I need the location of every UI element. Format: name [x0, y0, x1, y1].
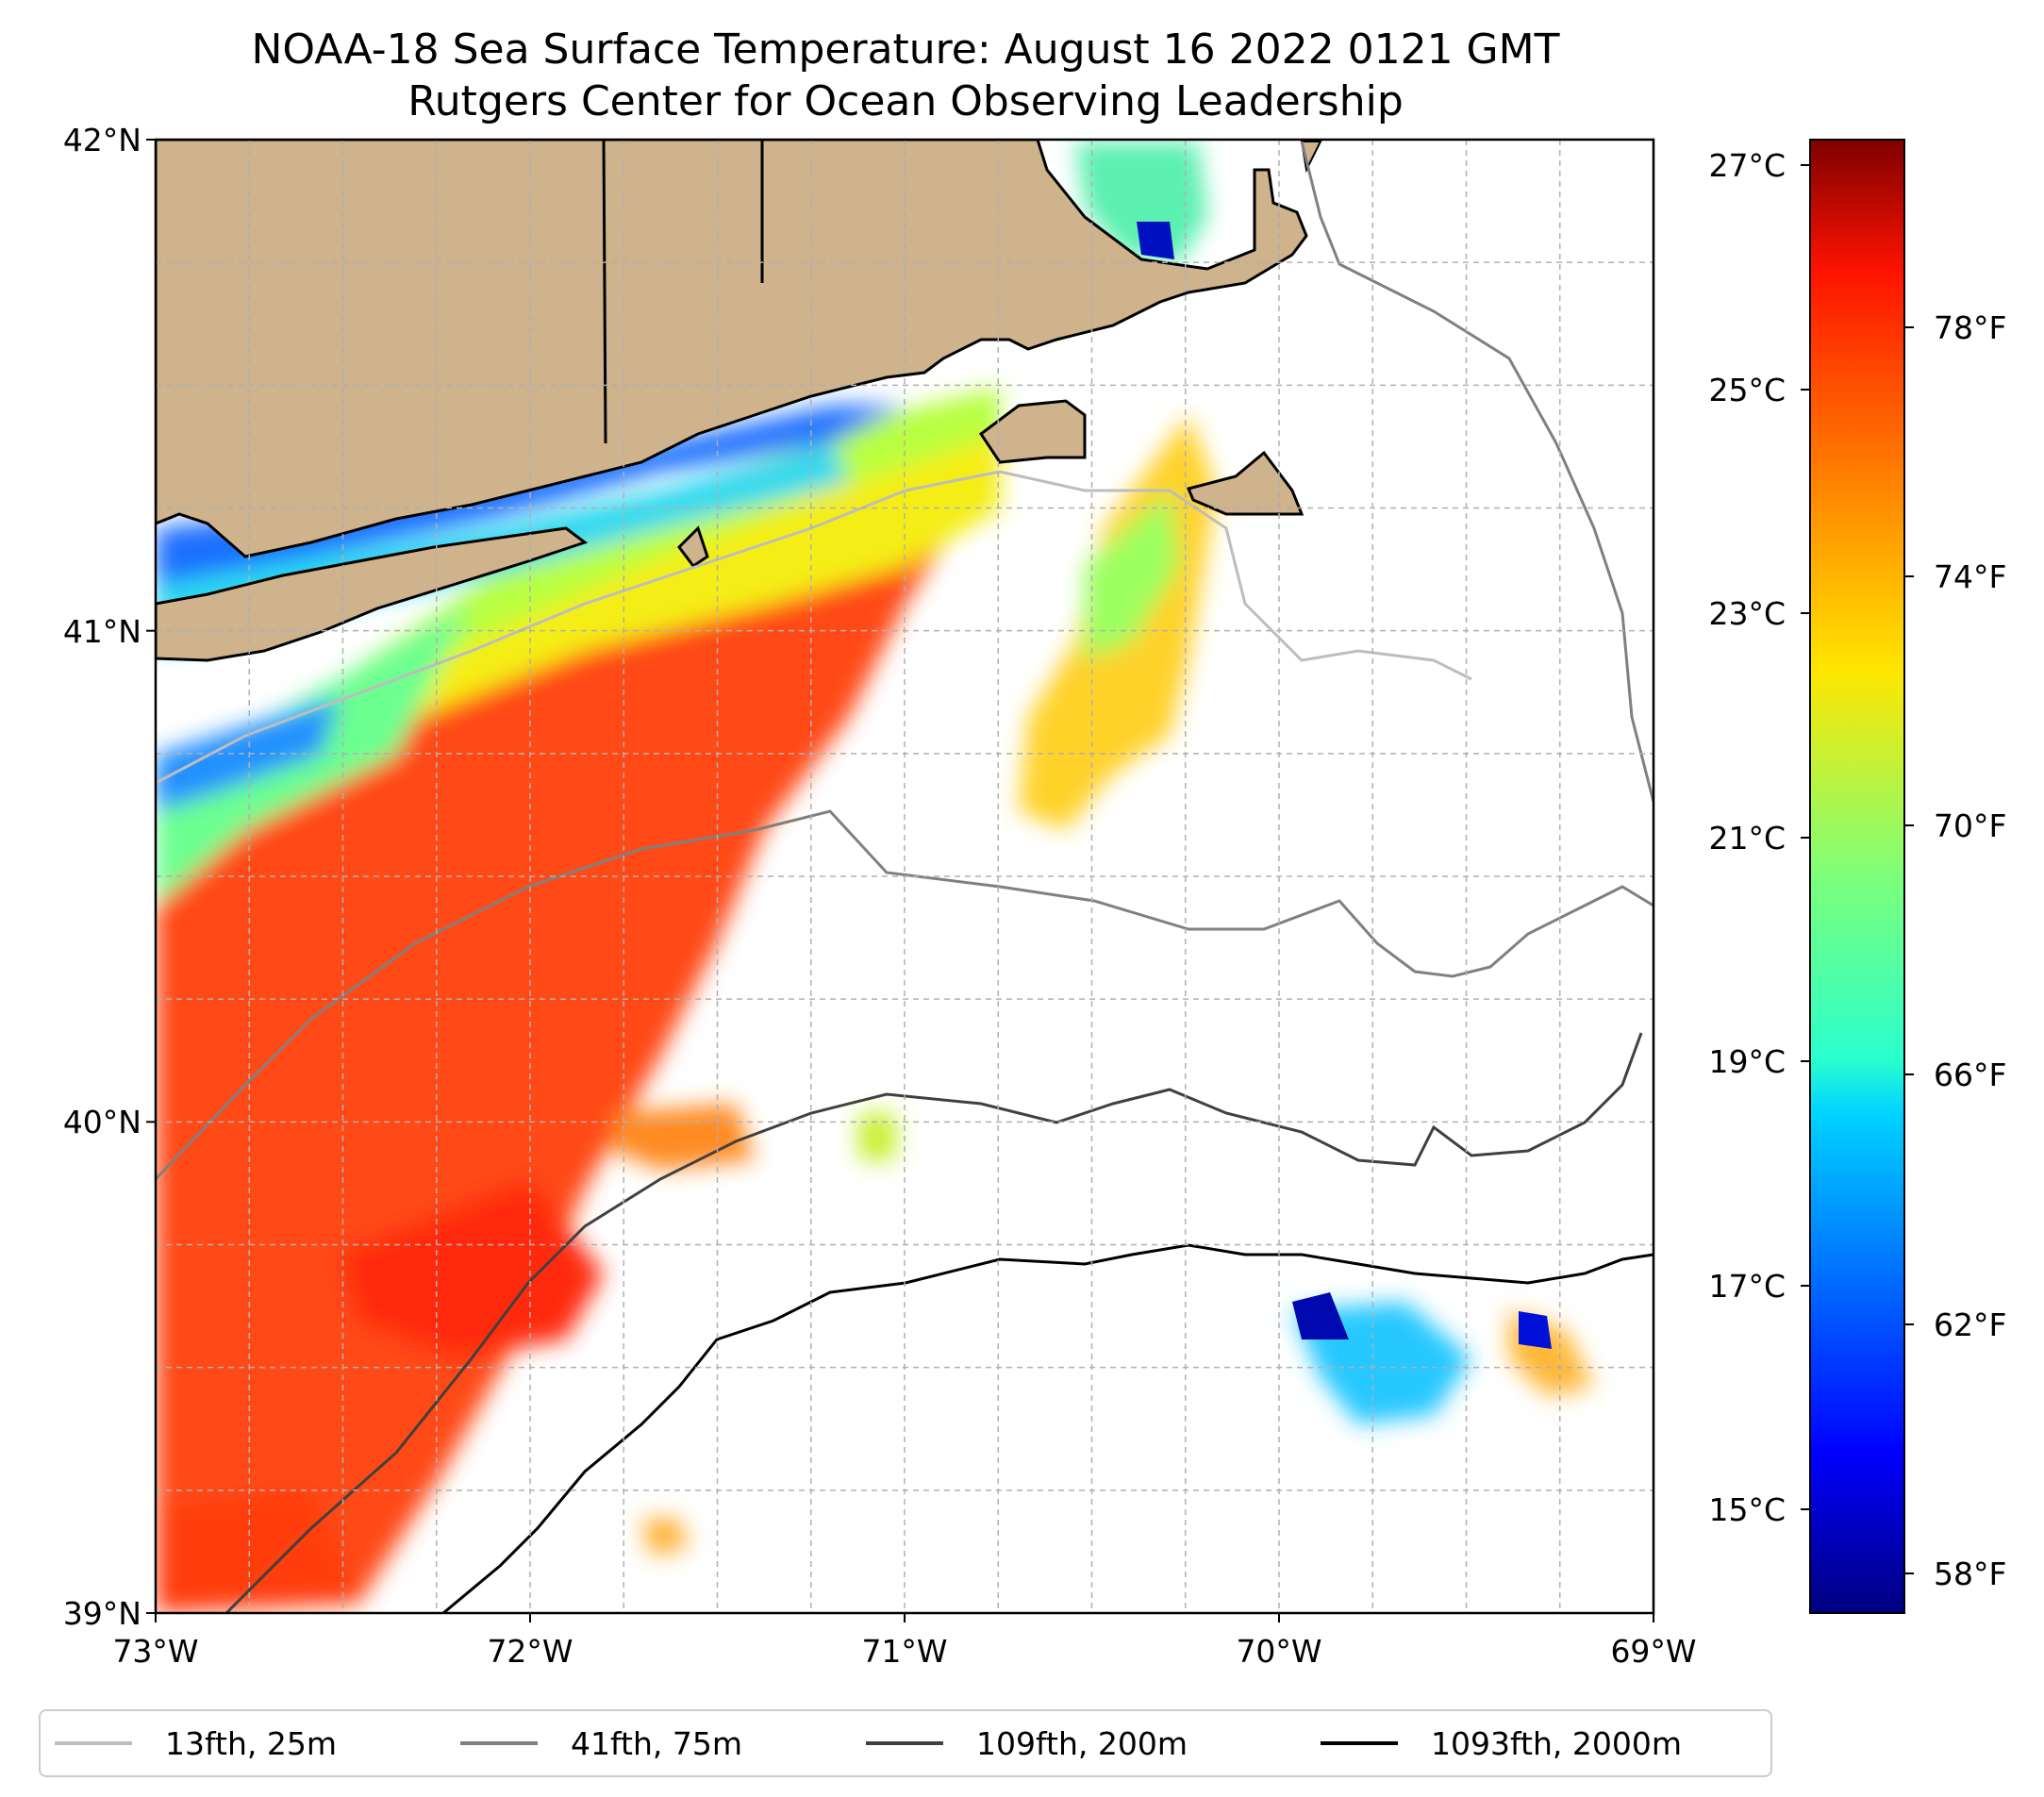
fahrenheit-tick-label: 74°F — [1934, 558, 2006, 595]
fahrenheit-tick-label: 78°F — [1934, 309, 2006, 346]
lon-tick-label: 72°W — [487, 1633, 573, 1670]
lon-tick-label: 70°W — [1236, 1633, 1321, 1670]
contour-200m — [224, 1032, 1643, 1613]
legend-item: 41fth, 75m — [460, 1725, 742, 1762]
legend-label: 1093fth, 2000m — [1431, 1725, 1682, 1762]
contour-75m — [156, 809, 1653, 1181]
fahrenheit-tick-label: 66°F — [1934, 1057, 2006, 1093]
lat-tick-label: 42°N — [63, 122, 141, 158]
lon-tick-label: 71°W — [861, 1633, 947, 1670]
celsius-tick-label: 19°C — [1708, 1043, 1786, 1080]
lon-tick-label: 73°W — [112, 1633, 198, 1670]
contour-25m — [156, 470, 1472, 785]
map-subtitle: Rutgers Center for Ocean Observing Leade… — [407, 77, 1404, 125]
colorbar: 27°C 25°C 23°C 21°C 19°C 17°C 15°C 78°F … — [1708, 139, 2006, 1614]
fahrenheit-tick-label: 70°F — [1934, 807, 2006, 844]
celsius-tick-label: 25°C — [1708, 372, 1786, 408]
celsius-tick-label: 17°C — [1708, 1268, 1786, 1305]
cold-core-1 — [1292, 1292, 1349, 1339]
contour-75m-east — [1300, 141, 1653, 803]
fahrenheit-tick-label: 62°F — [1934, 1306, 2006, 1343]
nantucket — [1186, 450, 1305, 516]
gridlines — [156, 140, 1653, 1613]
lat-tick-label: 39°N — [63, 1595, 141, 1632]
yellow-band — [156, 396, 1000, 906]
legend: 13fth, 25m 41fth, 75m 109fth, 200m 1093f… — [39, 1709, 1772, 1777]
map-title: NOAA-18 Sea Surface Temperature: August … — [252, 25, 1560, 74]
warm-swath — [156, 528, 953, 1613]
celsius-tick-label: 27°C — [1708, 147, 1786, 184]
legend-label: 13fth, 25m — [165, 1725, 337, 1762]
south-west-patch — [160, 1490, 358, 1613]
tiny-patch — [641, 1519, 689, 1556]
new-england-mainland — [156, 140, 1308, 558]
ct-ri-border — [602, 140, 607, 444]
sst-imagery — [156, 141, 1594, 1613]
lon-tick-label: 69°W — [1610, 1633, 1696, 1670]
slope-patch — [613, 1104, 755, 1170]
legend-label: 41fth, 75m — [571, 1725, 742, 1762]
legend-item: 109fth, 200m — [866, 1725, 1188, 1762]
map-area — [156, 140, 1653, 1613]
lat-tick-label: 41°N — [63, 613, 141, 650]
fahrenheit-tick-label: 58°F — [1934, 1556, 2006, 1592]
block-island — [677, 525, 709, 569]
legend-item: 13fth, 25m — [55, 1725, 337, 1762]
celsius-tick-label: 15°C — [1708, 1491, 1786, 1528]
celsius-tick-label: 21°C — [1708, 820, 1786, 857]
legend-label: 109fth, 200m — [976, 1725, 1188, 1762]
legend-item: 1093fth, 2000m — [1321, 1725, 1682, 1762]
green-band — [156, 387, 1000, 849]
cold-lower-strip — [156, 698, 340, 811]
lat-tick-label: 40°N — [63, 1104, 141, 1140]
long-island — [156, 526, 589, 662]
small-patch — [858, 1113, 896, 1160]
lon-axis: 73°W 72°W 71°W 70°W 69°W — [112, 1613, 1697, 1670]
cold-core-2 — [1519, 1311, 1552, 1349]
east-patch-green — [1085, 491, 1179, 660]
contour-2000m — [442, 1243, 1653, 1613]
marthas-vineyard — [978, 399, 1087, 464]
warm-core — [340, 1179, 604, 1358]
colorbar-gradient — [1809, 139, 1905, 1614]
cold-core-3 — [1137, 222, 1174, 259]
celsius-tick-label: 23°C — [1708, 595, 1786, 632]
lat-axis: 42°N 41°N 40°N 39°N — [63, 122, 156, 1632]
